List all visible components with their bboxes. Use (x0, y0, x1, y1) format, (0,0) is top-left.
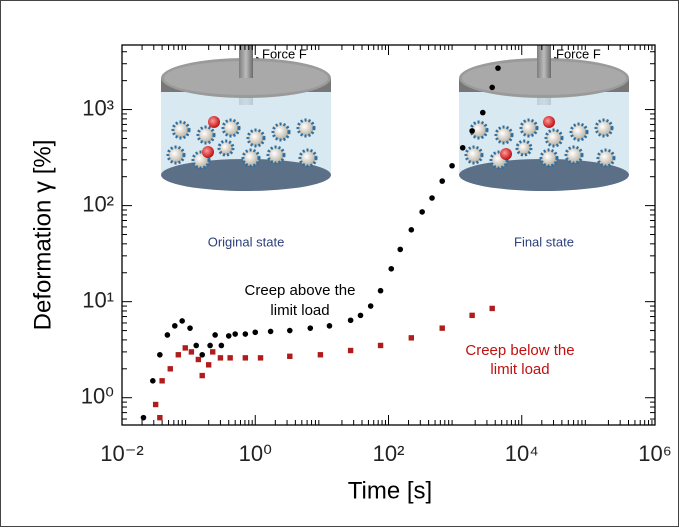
point (167, 366, 173, 372)
annotation: Force F (262, 46, 307, 61)
point (225, 333, 232, 339)
point (419, 209, 425, 215)
annotation: limit load (490, 361, 549, 378)
point (232, 331, 238, 337)
annotation: Creep below the (465, 342, 574, 359)
point (187, 325, 193, 331)
x-tick-label: 10⁻² (100, 441, 143, 466)
x-axis-label: Time [s] (348, 477, 432, 504)
annotation: Final state (514, 234, 574, 249)
point (439, 178, 446, 184)
point (347, 317, 354, 324)
y-tick-label: 10¹ (82, 287, 114, 312)
point (257, 355, 264, 361)
x-tick-label: 10² (373, 441, 405, 466)
point (326, 323, 333, 329)
point (408, 226, 415, 233)
point (182, 345, 188, 351)
point (286, 327, 293, 334)
point (367, 303, 374, 309)
point (207, 342, 213, 349)
annotation: Force F (556, 46, 601, 61)
x-tick-label: 10⁴ (505, 441, 539, 466)
point (217, 355, 224, 361)
point (377, 287, 384, 294)
point (205, 362, 212, 368)
point (287, 353, 293, 359)
point (195, 356, 202, 363)
point (193, 342, 200, 349)
point (159, 378, 165, 384)
annotation: Creep above the (245, 282, 356, 299)
point (150, 378, 156, 384)
point (357, 312, 364, 319)
annotation: Original state (208, 234, 285, 249)
point (242, 355, 249, 361)
point (179, 318, 185, 324)
annotation: limit load (270, 302, 329, 319)
point (252, 329, 259, 336)
point (489, 84, 495, 91)
point (347, 347, 354, 354)
point (317, 352, 324, 358)
point (439, 325, 445, 331)
point (152, 401, 159, 408)
y-tick-label: 10⁰ (81, 384, 114, 409)
rheometer-final (457, 43, 631, 193)
point (164, 332, 171, 338)
point (199, 351, 206, 358)
point (377, 342, 384, 349)
point (469, 312, 475, 319)
point (199, 372, 205, 379)
y-tick-label: 10³ (82, 95, 114, 120)
rheometer-original (159, 43, 333, 193)
point (429, 195, 435, 201)
point (171, 323, 178, 329)
point (140, 414, 147, 421)
point (449, 162, 455, 169)
point (175, 352, 182, 358)
point (218, 342, 225, 349)
point (469, 128, 475, 134)
point (388, 265, 395, 272)
point (307, 325, 314, 331)
point (157, 351, 163, 358)
point (495, 65, 501, 71)
point (188, 349, 195, 355)
y-tick-label: 10² (82, 191, 114, 216)
point (210, 349, 216, 355)
point (267, 328, 274, 335)
y-axis-label: Deformation γ [%] (29, 140, 56, 331)
point (479, 109, 486, 116)
point (212, 332, 218, 338)
point (459, 144, 466, 151)
point (397, 246, 404, 253)
x-tick-label: 10⁰ (239, 441, 272, 466)
point (242, 331, 249, 337)
point (408, 335, 415, 341)
point (227, 355, 233, 361)
point (489, 305, 495, 312)
x-tick-label: 10⁶ (638, 441, 672, 466)
point (157, 414, 163, 421)
